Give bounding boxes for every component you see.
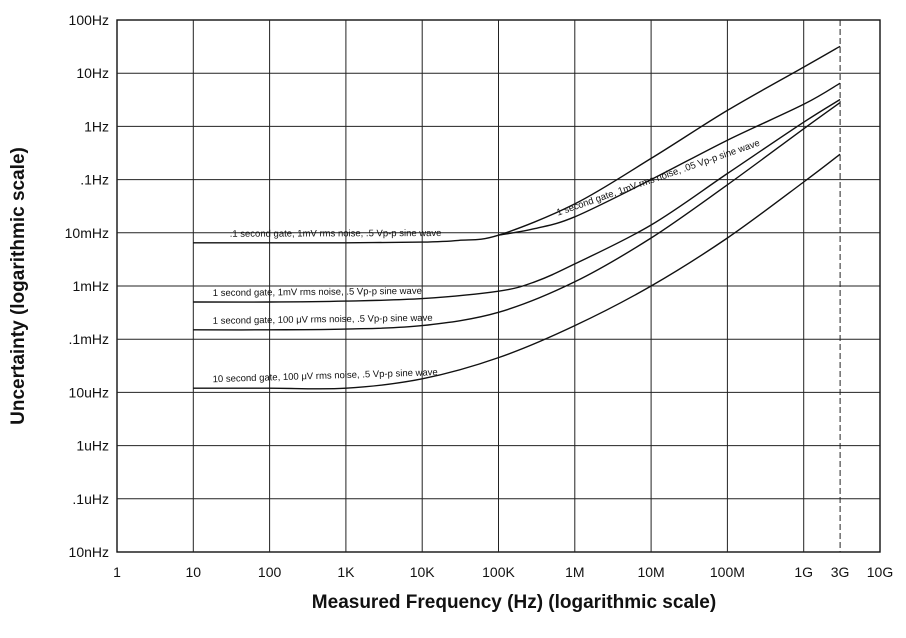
- series-label-4: 1 second gate, 100 μV rms noise, .5 Vp-p…: [213, 313, 433, 327]
- y-tick-label: 1uHz: [76, 438, 109, 454]
- y-tick-label: 1mHz: [72, 278, 109, 294]
- y-tick-label: 100Hz: [69, 12, 109, 28]
- y-tick-label: 1Hz: [84, 118, 109, 134]
- series-line-4: [193, 102, 841, 331]
- grid: [116, 19, 881, 553]
- y-tick-label: .1mHz: [69, 331, 109, 347]
- x-tick-label: 1: [113, 564, 121, 580]
- x-tick-label: 10K: [410, 564, 436, 580]
- y-tick-label: 10Hz: [76, 65, 109, 81]
- y-tick-label: 10uHz: [69, 384, 109, 400]
- x-tick-label: 100: [258, 564, 282, 580]
- series-label-3: 1 second gate, 1mV rms noise, .5 Vp-p si…: [213, 286, 422, 299]
- y-axis-title: Uncertainty (logarithmic scale): [8, 147, 29, 425]
- series-line-5: [193, 153, 841, 390]
- x-tick-label: 100K: [482, 564, 515, 580]
- series-line-2: [498, 82, 841, 236]
- curves: [193, 45, 841, 390]
- series-line-1: [193, 45, 841, 244]
- x-tick-label: 10M: [637, 564, 664, 580]
- x-tick-label: 1K: [337, 564, 355, 580]
- y-tick-label: 10mHz: [65, 225, 109, 241]
- x-tick-label: 1M: [565, 564, 584, 580]
- y-tick-label: 10nHz: [69, 544, 109, 560]
- x-axis-title: Measured Frequency (Hz) (logarithmic sca…: [312, 592, 716, 613]
- x-tick-label: 10G: [867, 564, 893, 580]
- tick-labels: 1 10 100 1K 10K 100K 1M 10M 100M 1G 3G 10G 100Hz 10Hz…: [65, 12, 894, 580]
- x-tick-label: 3G: [831, 564, 850, 580]
- curve-labels: .1 second gate, 1mV rms noise, .5 Vp-p s…: [213, 138, 762, 385]
- x-tick-label: 100M: [710, 564, 745, 580]
- x-tick-label: 1G: [794, 564, 813, 580]
- series-label-1: .1 second gate, 1mV rms noise, .5 Vp-p s…: [230, 228, 442, 240]
- series-label-2: 1 second gate, 1mV rms noise, .05 Vp-p s…: [555, 138, 761, 219]
- y-tick-label: .1Hz: [80, 172, 109, 188]
- x-tick-label: 10: [186, 564, 202, 580]
- series-line-3: [193, 98, 841, 303]
- y-tick-label: .1uHz: [72, 491, 109, 507]
